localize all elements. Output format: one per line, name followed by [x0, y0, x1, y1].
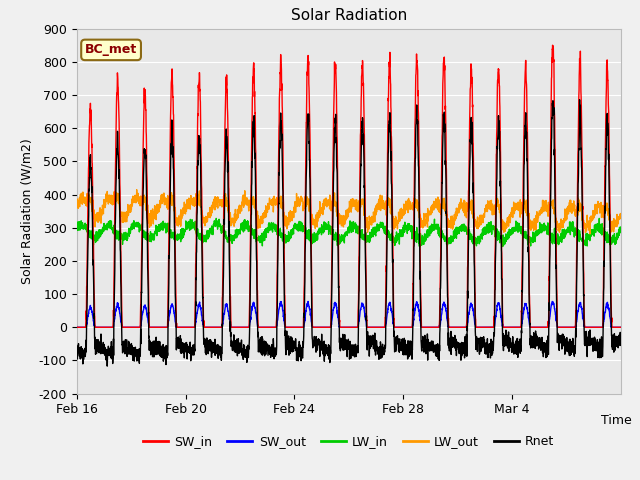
Text: BC_met: BC_met	[85, 43, 137, 56]
Title: Solar Radiation: Solar Radiation	[291, 9, 407, 24]
Legend: SW_in, SW_out, LW_in, LW_out, Rnet: SW_in, SW_out, LW_in, LW_out, Rnet	[138, 430, 559, 453]
X-axis label: Time: Time	[601, 414, 632, 427]
Y-axis label: Solar Radiation (W/m2): Solar Radiation (W/m2)	[20, 138, 33, 284]
